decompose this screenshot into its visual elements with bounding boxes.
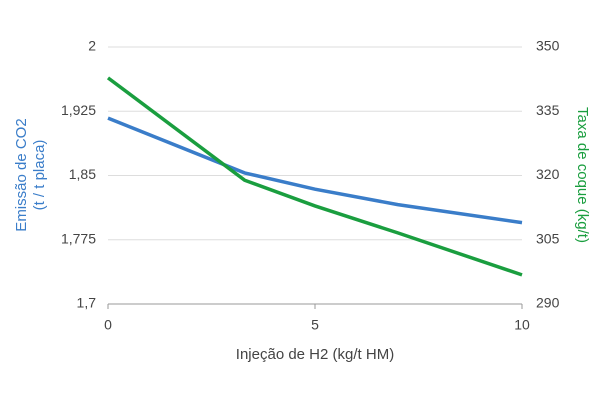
y-axis-title: (t / t placa) — [31, 140, 48, 211]
y-tick-label: 1,85 — [69, 166, 96, 182]
y2-tick-label: 350 — [536, 38, 560, 54]
y-axis-title: Emissão de CO2 — [13, 118, 30, 231]
y-tick-label: 1,925 — [61, 102, 96, 118]
y-tick-label: 2 — [88, 38, 96, 54]
y2-tick-label: 290 — [536, 295, 560, 311]
line-series — [106, 76, 523, 277]
y-tick-label: 1,7 — [77, 295, 97, 311]
y2-tick-label: 320 — [536, 166, 560, 182]
y2-axis-title: Taxa de coque (kg/t) — [574, 107, 591, 243]
x-axis-title: Injeção de H2 (kg/t HM) — [236, 346, 394, 363]
line-series — [107, 116, 523, 225]
x-tick-label: 10 — [514, 317, 530, 333]
y2-tick-label: 335 — [536, 102, 560, 118]
x-tick-label: 0 — [104, 317, 112, 333]
y2-tick-label: 305 — [536, 230, 560, 246]
x-tick-label: 5 — [311, 317, 319, 333]
y-tick-label: 1,775 — [61, 230, 96, 246]
